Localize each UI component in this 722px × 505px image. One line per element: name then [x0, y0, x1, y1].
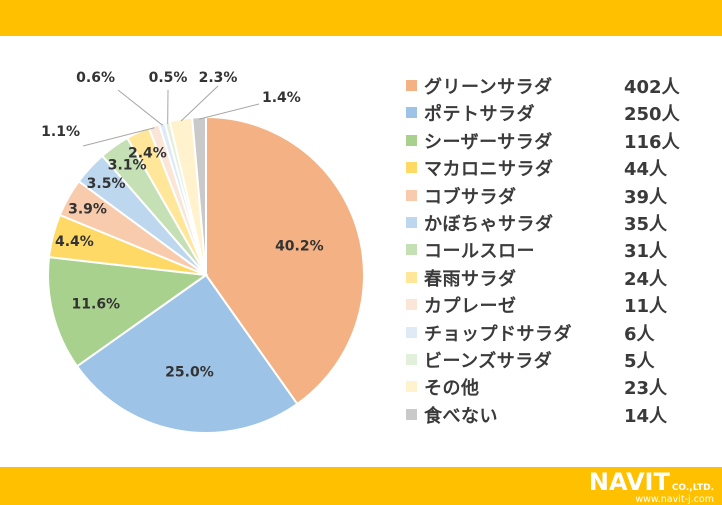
- slice-label: 40.2%: [275, 238, 324, 254]
- legend-label: グリーンサラダ: [424, 77, 553, 98]
- legend-swatch: [406, 134, 417, 146]
- leader-line: [117, 89, 163, 126]
- legend-item: コブサラダ 39人: [402, 182, 702, 209]
- legend-swatch: [406, 107, 417, 119]
- slice-label: 2.4%: [128, 145, 167, 161]
- legend-item: 春雨サラダ 24人: [402, 264, 702, 291]
- legend-swatch: [406, 299, 417, 311]
- legend-item: シーザーサラダ 116人: [402, 127, 702, 154]
- legend-count: 5人: [624, 350, 655, 372]
- slice-label: 1.4%: [262, 90, 301, 106]
- legend-count: 35人: [624, 213, 668, 235]
- legend-item: 食べない 14人: [402, 401, 702, 428]
- legend-swatch: [406, 326, 417, 338]
- legend-swatch: [406, 162, 417, 174]
- legend-item: グリーンサラダ 402人: [402, 72, 702, 99]
- legend-label: チョップドサラダ: [424, 323, 572, 345]
- legend-label: かぼちゃサラダ: [424, 213, 554, 235]
- leader-line: [199, 103, 260, 120]
- legend-label: ビーンズサラダ: [424, 350, 553, 372]
- slice-label: 0.5%: [149, 70, 188, 86]
- slice-label: 25.0%: [165, 365, 214, 381]
- legend-label: コブサラダ: [424, 186, 517, 208]
- slice-label: 3.5%: [87, 176, 126, 192]
- slice-label: 2.3%: [199, 70, 238, 86]
- legend-count: 31人: [624, 241, 668, 263]
- legend-label: ポテトサラダ: [424, 104, 535, 126]
- legend-item: コールスロー 31人: [402, 236, 702, 263]
- legend-swatch: [406, 408, 417, 420]
- navit-logo: NAVIT CO.,LTD. www.navit-j.com: [589, 470, 714, 505]
- legend-swatch: [406, 189, 417, 201]
- legend-swatch: [406, 271, 417, 283]
- legend-label: マカロニサラダ: [424, 159, 554, 181]
- logo-url: www.navit-j.com: [635, 494, 714, 505]
- legend-item: カプレーゼ 11人: [402, 291, 702, 318]
- legend-count: 250人: [624, 104, 680, 126]
- legend-count: 24人: [624, 268, 668, 290]
- legend-count: 116人: [624, 131, 680, 153]
- legend-item: かぼちゃサラダ 35人: [402, 209, 702, 236]
- slice-label: 0.6%: [76, 70, 115, 86]
- slice-label: 3.9%: [68, 201, 107, 217]
- legend-label: コールスロー: [424, 241, 535, 263]
- legend-swatch: [406, 353, 417, 365]
- slice-label: 11.6%: [72, 296, 121, 312]
- pie-slice: [47, 256, 209, 368]
- legend-label: カプレーゼ: [424, 296, 517, 318]
- bottom-banner: [0, 467, 722, 505]
- legend-count: 11人: [624, 296, 668, 318]
- pie-slice: [75, 273, 299, 434]
- legend-label: 春雨サラダ: [424, 268, 517, 290]
- chart-legend: グリーンサラダ 402人ポテトサラダ 250人シーザーサラダ 116人マカロニサラダ 4…: [402, 72, 702, 428]
- leader-line: [180, 85, 219, 122]
- legend-label: その他: [424, 378, 480, 400]
- legend-swatch: [406, 80, 417, 91]
- legend-item: ポテトサラダ 250人: [402, 99, 702, 126]
- legend-count: 44人: [624, 159, 668, 181]
- pie-slice: [205, 115, 365, 406]
- slice-label: 4.4%: [55, 234, 94, 250]
- legend-count: 23人: [624, 378, 668, 400]
- leader-line: [82, 127, 155, 147]
- legend-swatch: [406, 244, 417, 256]
- legend-swatch: [406, 381, 417, 393]
- legend-count: 39人: [624, 186, 668, 208]
- legend-label: 食べない: [424, 405, 498, 427]
- slice-label: 3.1%: [108, 157, 147, 173]
- legend-label: シーザーサラダ: [424, 131, 553, 153]
- legend-item: マカロニサラダ 44人: [402, 154, 702, 181]
- top-banner: [0, 0, 722, 36]
- legend-item: その他 23人: [402, 373, 702, 400]
- slice-label: 1.1%: [41, 124, 80, 140]
- legend-count: 6人: [624, 323, 655, 345]
- logo-sub-text: CO.,LTD.: [671, 483, 714, 493]
- legend-item: ビーンズサラダ 5人: [402, 346, 702, 373]
- logo-main-text: NAVIT: [588, 468, 670, 496]
- legend-count: 402人: [624, 77, 680, 98]
- legend-item: チョップドサラダ 6人: [402, 319, 702, 346]
- legend-swatch: [406, 216, 417, 228]
- legend-count: 14人: [624, 405, 668, 427]
